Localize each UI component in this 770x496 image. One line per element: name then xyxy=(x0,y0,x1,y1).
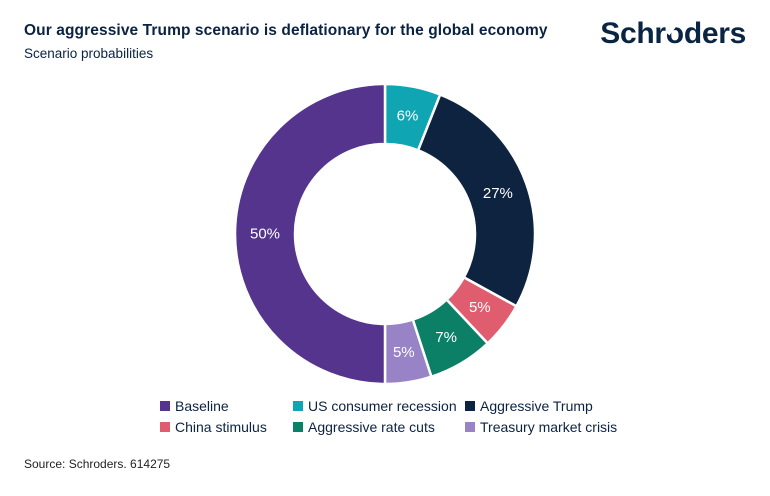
page-title: Our aggressive Trump scenario is deflati… xyxy=(24,22,548,39)
legend-item-aggressive-trump: Aggressive Trump xyxy=(465,398,675,414)
legend-item-aggressive-rate-cuts: Aggressive rate cuts xyxy=(293,419,465,435)
logo-text-pre: Schr xyxy=(600,17,666,50)
segment-value-label-aggressive-rate-cuts: 7% xyxy=(435,329,457,346)
legend-label: Treasury market crisis xyxy=(480,419,618,435)
chart-legend: Baseline US consumer recession Aggressive … xyxy=(160,398,675,435)
legend-swatch-icon xyxy=(465,401,475,411)
segment-value-label-treasury-market-crisis: 5% xyxy=(393,344,415,361)
legend-swatch-icon xyxy=(160,401,170,411)
segment-value-label-baseline: 50% xyxy=(250,226,280,243)
segment-value-label-aggressive-trump: 27% xyxy=(483,185,513,202)
chart-subtitle: Scenario probabilities xyxy=(24,46,154,61)
legend-swatch-icon xyxy=(160,422,170,432)
legend-label: US consumer recession xyxy=(308,398,457,414)
donut-chart: 6% 27% 5% 7% 5% 50% xyxy=(224,73,546,395)
donut-segment-aggressive-trump xyxy=(416,93,537,308)
legend-swatch-icon xyxy=(465,422,475,432)
legend-label: Baseline xyxy=(175,398,229,414)
legend-label: Aggressive rate cuts xyxy=(308,419,435,435)
source-note: Source: Schroders. 614275 xyxy=(24,457,171,471)
segment-value-label-china-stimulus: 5% xyxy=(469,299,491,316)
legend-label: China stimulus xyxy=(175,419,267,435)
logo-slashed-o: o xyxy=(665,17,684,50)
schroders-logo: Schroders xyxy=(600,17,746,51)
segment-value-label-us-consumer-recession: 6% xyxy=(397,108,419,125)
legend-swatch-icon xyxy=(293,401,303,411)
donut-segment-baseline xyxy=(233,82,387,386)
legend-item-treasury-market-crisis: Treasury market crisis xyxy=(465,419,675,435)
legend-swatch-icon xyxy=(293,422,303,432)
legend-item-china-stimulus: China stimulus xyxy=(160,419,293,435)
legend-item-us-consumer-recession: US consumer recession xyxy=(293,398,465,414)
logo-text-post: ders xyxy=(683,17,746,50)
legend-label: Aggressive Trump xyxy=(480,398,593,414)
legend-item-baseline: Baseline xyxy=(160,398,293,414)
